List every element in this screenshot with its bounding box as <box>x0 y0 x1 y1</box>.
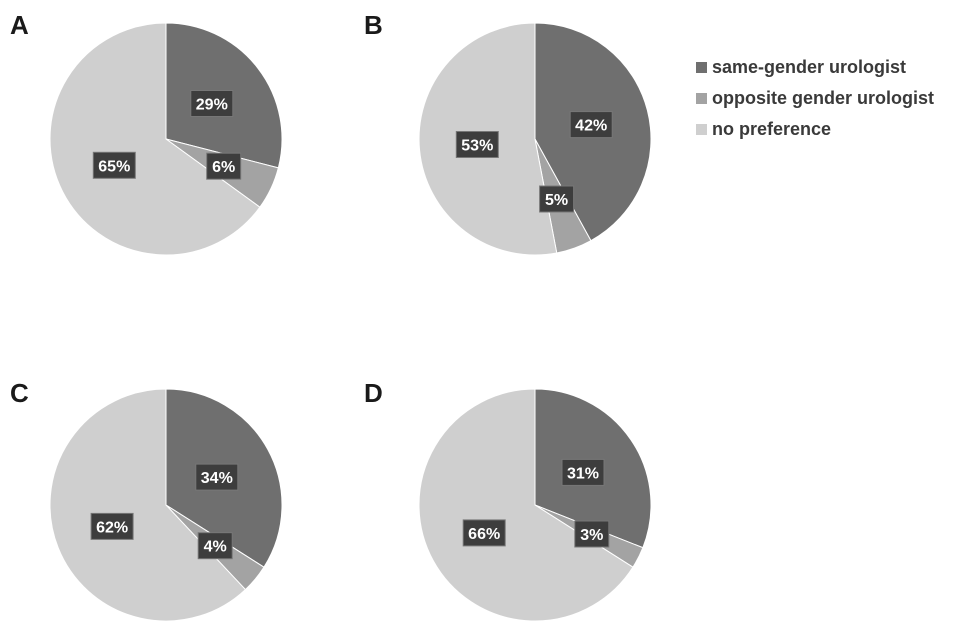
legend-item: opposite gender urologist <box>696 88 934 108</box>
data-label-text: 5% <box>545 192 568 209</box>
pie-chart-c: C 34% 4% 62% <box>10 378 283 622</box>
data-label-box <box>574 520 610 548</box>
data-label: 3% <box>574 520 610 548</box>
data-label-box <box>539 185 575 213</box>
legend-item: no preference <box>696 119 831 139</box>
panel-letter: A <box>10 10 29 40</box>
legend-label: same-gender urologist <box>712 57 906 77</box>
data-label-text: 66% <box>468 526 500 543</box>
panel-letter: B <box>364 10 383 40</box>
data-label: 34% <box>195 463 239 491</box>
data-label: 31% <box>561 458 605 486</box>
data-label: 42% <box>569 111 613 139</box>
no-preference-slice <box>418 388 634 622</box>
pie-chart-d: D 31% 3% 66% <box>364 378 652 622</box>
data-label-text: 3% <box>580 527 603 544</box>
legend-swatch <box>696 124 707 135</box>
legend-swatch <box>696 93 707 104</box>
data-label: 5% <box>539 185 575 213</box>
data-label-box <box>195 463 239 491</box>
data-label: 65% <box>92 151 136 179</box>
data-label: 29% <box>190 90 234 117</box>
data-label-text: 4% <box>204 539 227 556</box>
pie-chart-b: B 42% 5% 53% <box>364 10 652 256</box>
legend-label: opposite gender urologist <box>712 88 934 108</box>
no-preference-slice <box>49 388 247 622</box>
data-label-box <box>92 151 136 179</box>
legend-swatch <box>696 62 707 73</box>
data-label: 66% <box>462 519 506 547</box>
panels: A 29% 6% 65% B 42% 5% 53% C 34% 4% 62% D 31% 3% 66% <box>10 10 652 622</box>
no-preference-slice <box>49 22 261 256</box>
panel-letter: D <box>364 378 383 408</box>
data-label-text: 42% <box>575 118 607 135</box>
data-label-box <box>90 512 134 540</box>
data-label-box <box>455 131 499 158</box>
data-label: 4% <box>197 532 233 560</box>
data-label-text: 62% <box>96 519 128 536</box>
data-label-box <box>462 519 506 547</box>
legend: same-gender urologist opposite gender uro… <box>696 57 934 139</box>
legend-label: no preference <box>712 119 831 139</box>
data-label-box <box>569 111 613 139</box>
panel-letter: C <box>10 378 29 408</box>
pie-chart-a: A 29% 6% 65% <box>10 10 283 256</box>
data-label-box <box>206 152 242 180</box>
data-label: 62% <box>90 512 134 540</box>
data-label-text: 65% <box>98 158 130 175</box>
data-label: 53% <box>455 131 499 158</box>
data-label-text: 31% <box>567 465 599 482</box>
data-label-box <box>561 458 605 486</box>
data-label-box <box>197 532 233 560</box>
legend-item: same-gender urologist <box>696 57 906 77</box>
data-label-box <box>190 90 234 117</box>
data-label-text: 34% <box>201 470 233 487</box>
data-label-text: 29% <box>196 97 228 114</box>
data-label-text: 53% <box>461 138 493 155</box>
data-label: 6% <box>206 152 242 180</box>
data-label-text: 6% <box>212 159 235 176</box>
